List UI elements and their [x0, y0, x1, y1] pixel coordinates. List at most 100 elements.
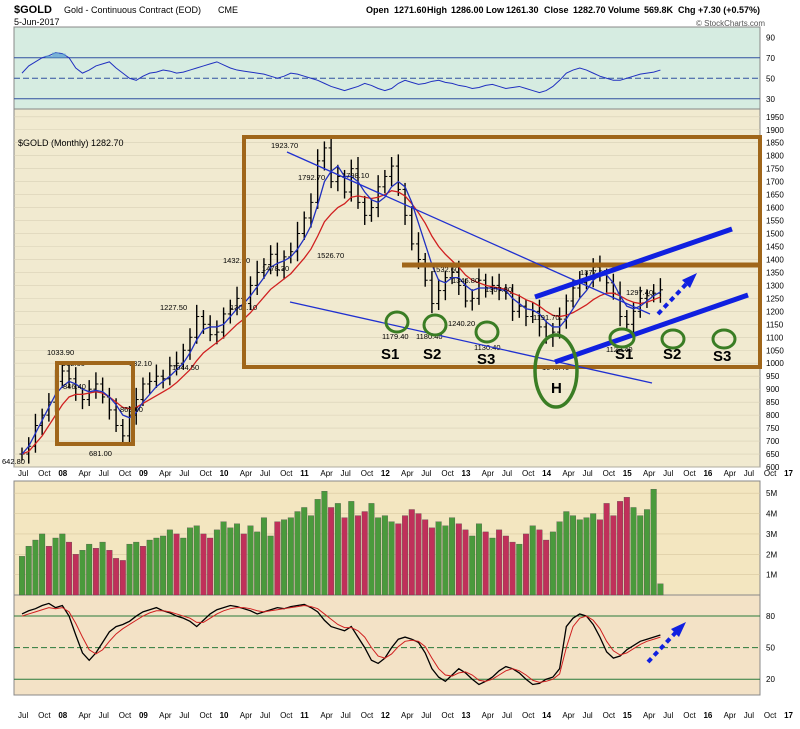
- volume-bar: [119, 560, 126, 596]
- x-tick-label-bottom: Jul: [341, 711, 351, 720]
- volume-bar: [536, 529, 543, 596]
- x-tick-label-price: Jul: [421, 469, 431, 478]
- x-tick-label-bottom: Jul: [663, 711, 673, 720]
- oscillator-signal-line: [21, 605, 661, 683]
- header-close-label: Close: [544, 5, 569, 15]
- volume-bar: [422, 519, 429, 596]
- volume-layer: 5M 4M 3M 2M 1M: [14, 488, 777, 596]
- price-tick-label: 750: [766, 424, 780, 433]
- volume-bar: [650, 488, 657, 596]
- x-tick-label-bottom: Oct: [683, 711, 696, 720]
- volume-bar: [603, 503, 610, 596]
- shoulder-marker: [384, 310, 410, 334]
- price-tick-label: 950: [766, 372, 780, 381]
- price-callout-label: 1377.50: [580, 268, 607, 277]
- volume-bar: [72, 554, 79, 596]
- volume-bar: [516, 543, 523, 596]
- volume-tick-label: 1M: [766, 571, 777, 580]
- volume-tick-label: 5M: [766, 489, 777, 498]
- label-right-s1: S1: [615, 346, 633, 363]
- label-right-s2: S2: [663, 346, 681, 363]
- volume-bar: [529, 525, 536, 596]
- header-exchange: CME: [218, 5, 238, 15]
- x-tick-label-price: Apr: [482, 469, 495, 478]
- volume-bar: [173, 533, 180, 596]
- price-tick-label: 1800: [766, 152, 784, 161]
- price-callout-label: 932.10: [129, 359, 152, 368]
- x-tick-label-price: Oct: [441, 469, 454, 478]
- price-tick-label: 1100: [766, 333, 784, 342]
- volume-bar: [45, 545, 52, 596]
- volume-bar: [623, 497, 630, 596]
- oscillator-line: [21, 602, 661, 686]
- x-tick-label-bottom: 11: [300, 711, 309, 720]
- price-callout-label: 1191.70: [533, 313, 560, 322]
- x-tick-label-bottom: 15: [623, 711, 632, 720]
- volume-bar: [274, 521, 281, 596]
- label-head: H: [551, 380, 562, 397]
- price-tick-label: 1050: [766, 346, 784, 355]
- trading-range-box: [242, 135, 762, 369]
- x-tick-label-bottom: 14: [542, 711, 551, 720]
- x-tick-label-price: Oct: [199, 469, 212, 478]
- rsi-tick-label: 30: [766, 95, 775, 104]
- x-tick-label-price: Oct: [603, 469, 616, 478]
- price-callout-label: 1526.70: [317, 251, 344, 260]
- volume-bar: [523, 533, 529, 596]
- price-callout-label: 1240.20: [448, 319, 475, 328]
- annotation-layer: S1 S2 S3 H S1 S2 S3: [55, 135, 762, 664]
- volume-bar: [254, 531, 261, 596]
- price-callout-label: 846.40: [63, 382, 86, 391]
- volume-bar: [583, 517, 590, 596]
- volume-bar: [25, 545, 32, 596]
- price-callout-label: 1130.40: [474, 343, 501, 352]
- volume-bar: [502, 535, 509, 596]
- header-date: 5-Jun-2017: [14, 17, 60, 27]
- volume-bar: [543, 539, 550, 596]
- price-tick-label: 1200: [766, 307, 784, 316]
- oscillator-tick-label: 50: [766, 644, 775, 653]
- rsi-overbought-fill: [52, 52, 59, 58]
- x-tick-label-price: 14: [542, 469, 551, 478]
- x-tick-label-price: Apr: [240, 469, 253, 478]
- rsi-tick-label: 70: [766, 54, 775, 63]
- volume-bar: [476, 523, 482, 596]
- x-tick-label-price: Jul: [18, 469, 28, 478]
- arrowhead-icon: [682, 273, 697, 288]
- header-volume-value: 569.8K: [644, 5, 674, 15]
- x-tick-label-bottom: Apr: [78, 711, 91, 720]
- x-tick-label-price: Jul: [744, 469, 754, 478]
- moving-average-fast: [21, 165, 661, 455]
- shoulder-marker: [422, 313, 448, 337]
- volume-bar: [630, 507, 637, 596]
- price-callout-label: 1923.70: [271, 141, 298, 150]
- x-tick-label-price: 12: [381, 469, 390, 478]
- x-tick-label-bottom: Apr: [562, 711, 575, 720]
- header-symbol: $GOLD: [14, 4, 52, 16]
- x-tick-label-bottom: Oct: [38, 711, 51, 720]
- x-tick-label-bottom: Apr: [724, 711, 737, 720]
- volume-bar: [341, 517, 348, 596]
- header-high-label: High: [427, 5, 447, 15]
- volume-bar: [509, 541, 516, 596]
- x-tick-label-price: Oct: [683, 469, 696, 478]
- price-tick-label: 1000: [766, 359, 784, 368]
- volume-bar: [395, 523, 402, 596]
- x-tick-label-bottom: Jul: [421, 711, 431, 720]
- oscillator-tick-label: 20: [766, 675, 775, 684]
- volume-bar: [146, 539, 153, 596]
- x-tick-label-price: Oct: [280, 469, 293, 478]
- x-tick-label-price: Oct: [764, 469, 777, 478]
- projection-arrow-price: [656, 278, 692, 316]
- volume-bar: [482, 531, 489, 596]
- x-tick-label-price: Apr: [643, 469, 656, 478]
- rsi-tick-label: 90: [766, 33, 775, 42]
- volume-bar: [563, 511, 570, 596]
- x-tick-label-price: Oct: [361, 469, 374, 478]
- volume-bar: [200, 533, 207, 596]
- volume-bar: [355, 515, 361, 596]
- volume-bar: [220, 521, 227, 596]
- price-tick-label: 1350: [766, 268, 784, 277]
- projected-shoulder-marker: [660, 328, 686, 350]
- price-tick-label: 850: [766, 398, 780, 407]
